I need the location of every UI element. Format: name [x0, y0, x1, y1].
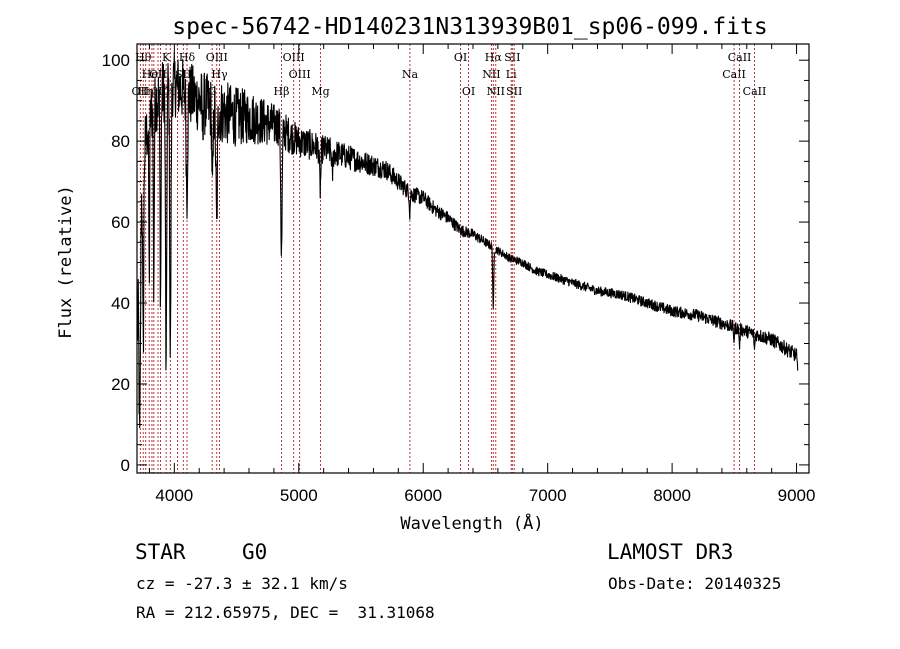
line-marker-label: NII: [487, 85, 505, 98]
line-marker-label: Hθ: [135, 51, 152, 64]
x-tick-label: 8000: [653, 486, 691, 505]
line-marker-label: CaII: [728, 51, 752, 64]
y-tick-label: 80: [111, 132, 130, 151]
x-tick-label: 5000: [280, 486, 318, 505]
redshift-text: cz = -27.3 ± 32.1 km/s: [136, 574, 348, 593]
line-marker-label: Hα: [485, 51, 503, 64]
line-marker-label: CaII: [743, 85, 767, 98]
coordinates-text: RA = 212.65975, DEC = 31.31068: [136, 603, 435, 622]
line-marker-label: Hδ: [179, 51, 196, 64]
line-marker-label: OII: [132, 85, 150, 98]
y-tick-label: 100: [102, 51, 130, 70]
line-marker-label: Hγ: [211, 68, 228, 81]
line-marker-label: Li: [506, 68, 517, 81]
line-marker-label: SII: [506, 85, 522, 98]
line-marker-label: G: [208, 85, 217, 98]
survey-label: LAMOST DR3: [607, 540, 734, 564]
line-marker-label: Hη: [138, 85, 154, 98]
x-tick-label: 6000: [404, 486, 442, 505]
x-axis: 4000 5000 6000 7000 8000 9000: [148, 44, 816, 505]
y-tick-label: 0: [121, 456, 130, 475]
line-marker-label: K: [162, 51, 171, 64]
chart-title: spec-56742-HD140231N313939B01_sp06-099.f…: [172, 14, 767, 40]
y-tick-label: 40: [111, 294, 130, 313]
x-tick-label: 7000: [529, 486, 567, 505]
x-tick-label: 4000: [155, 486, 193, 505]
spectral-line-markers: OIIHθHηHeIOIIHζKHSIIHδGOIIIHγHβOIIIOIIIM…: [132, 44, 767, 473]
x-tick-label: 9000: [778, 486, 816, 505]
y-axis-label: Flux (relative): [56, 185, 76, 339]
line-marker-label: Hβ: [274, 85, 290, 98]
line-marker-label: HeI: [142, 68, 162, 81]
line-marker-label: Mg: [311, 85, 329, 98]
y-axis: 0 20 40 60 80 100: [102, 51, 809, 475]
line-marker-label: OI: [462, 85, 475, 98]
line-marker-label: OIII: [283, 51, 305, 64]
x-axis-label: Wavelength (Å): [400, 512, 543, 534]
line-marker-label: Na: [402, 68, 419, 81]
line-marker-label: OIII: [206, 51, 228, 64]
line-marker-label: SII: [504, 51, 520, 64]
obs-date-text: Obs-Date: 20140325: [608, 574, 782, 593]
subclass-label: G0: [242, 540, 268, 564]
spectrum-line: [136, 51, 799, 429]
y-tick-label: 20: [111, 375, 130, 394]
line-marker-label: H: [166, 85, 176, 98]
line-marker-label: NII: [482, 68, 500, 81]
class-label: STAR: [135, 540, 186, 564]
line-marker-label: CaII: [722, 68, 746, 81]
line-marker-label: OI: [454, 51, 467, 64]
line-marker-label: OIII: [289, 68, 311, 81]
y-tick-label: 60: [111, 213, 130, 232]
plot-frame: [136, 43, 810, 474]
